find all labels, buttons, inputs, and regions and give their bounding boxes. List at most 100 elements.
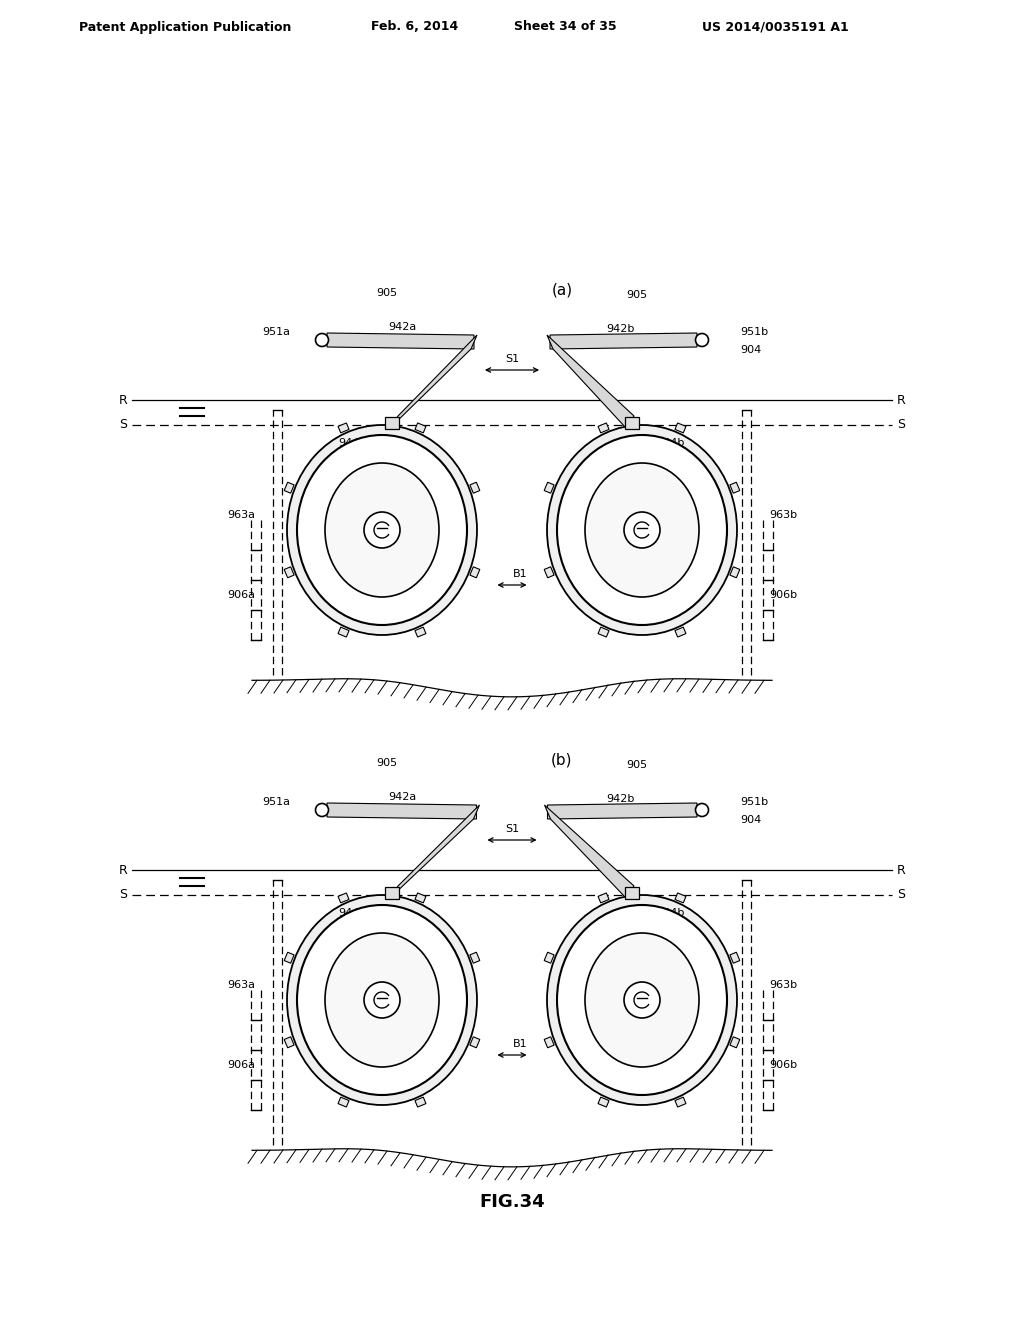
Polygon shape bbox=[550, 333, 697, 348]
Text: 906a: 906a bbox=[227, 590, 255, 601]
Ellipse shape bbox=[585, 463, 699, 597]
Text: 951b: 951b bbox=[740, 327, 768, 337]
Text: S1: S1 bbox=[505, 354, 519, 364]
Polygon shape bbox=[390, 805, 479, 898]
Circle shape bbox=[364, 982, 400, 1018]
Text: 905: 905 bbox=[377, 288, 397, 298]
Polygon shape bbox=[547, 335, 634, 428]
Ellipse shape bbox=[585, 933, 699, 1067]
Text: 906b: 906b bbox=[769, 1060, 797, 1071]
Polygon shape bbox=[675, 892, 686, 903]
Polygon shape bbox=[285, 482, 294, 494]
Polygon shape bbox=[415, 422, 426, 433]
Text: Patent Application Publication: Patent Application Publication bbox=[79, 21, 291, 33]
Polygon shape bbox=[548, 803, 697, 818]
Text: R: R bbox=[897, 393, 906, 407]
Polygon shape bbox=[338, 892, 349, 903]
Text: 905: 905 bbox=[627, 290, 647, 300]
Polygon shape bbox=[338, 1097, 349, 1107]
Text: B1: B1 bbox=[513, 1039, 527, 1049]
Polygon shape bbox=[470, 1036, 480, 1048]
Polygon shape bbox=[730, 482, 739, 494]
Polygon shape bbox=[327, 333, 474, 348]
Text: S1: S1 bbox=[505, 824, 519, 834]
Text: FIG.34: FIG.34 bbox=[479, 1193, 545, 1210]
Text: S: S bbox=[897, 418, 905, 432]
Ellipse shape bbox=[547, 895, 737, 1105]
Text: 944b: 944b bbox=[655, 438, 684, 447]
Text: 942b: 942b bbox=[606, 323, 634, 334]
Circle shape bbox=[315, 334, 329, 346]
Polygon shape bbox=[327, 803, 476, 818]
Polygon shape bbox=[675, 1097, 686, 1107]
Circle shape bbox=[624, 982, 660, 1018]
Text: US 2014/0035191 A1: US 2014/0035191 A1 bbox=[701, 21, 848, 33]
Text: 942a: 942a bbox=[388, 322, 416, 333]
Text: 963a: 963a bbox=[227, 510, 255, 520]
Text: 944b: 944b bbox=[655, 908, 684, 917]
Ellipse shape bbox=[297, 906, 467, 1096]
Text: 963b: 963b bbox=[769, 510, 797, 520]
Polygon shape bbox=[470, 952, 480, 964]
Ellipse shape bbox=[557, 906, 727, 1096]
Polygon shape bbox=[338, 627, 349, 638]
Text: 951a: 951a bbox=[262, 797, 290, 807]
Circle shape bbox=[695, 334, 709, 346]
Text: 906b: 906b bbox=[769, 590, 797, 601]
Ellipse shape bbox=[287, 425, 477, 635]
Polygon shape bbox=[730, 566, 739, 578]
Polygon shape bbox=[598, 1097, 609, 1107]
Text: 942a: 942a bbox=[388, 792, 416, 803]
Circle shape bbox=[624, 512, 660, 548]
Text: 905: 905 bbox=[627, 760, 647, 770]
Text: R: R bbox=[118, 863, 127, 876]
Text: 904: 904 bbox=[740, 345, 761, 355]
Polygon shape bbox=[598, 422, 609, 433]
Text: 905: 905 bbox=[377, 758, 397, 768]
Text: S: S bbox=[897, 888, 905, 902]
Polygon shape bbox=[415, 892, 426, 903]
Polygon shape bbox=[285, 566, 294, 578]
Polygon shape bbox=[544, 482, 554, 494]
Polygon shape bbox=[598, 892, 609, 903]
Text: Sheet 34 of 35: Sheet 34 of 35 bbox=[514, 21, 616, 33]
Text: (a): (a) bbox=[552, 282, 572, 297]
Text: 951b: 951b bbox=[740, 797, 768, 807]
Ellipse shape bbox=[557, 436, 727, 624]
Text: 963a: 963a bbox=[227, 979, 255, 990]
Polygon shape bbox=[470, 482, 480, 494]
Text: B1: B1 bbox=[513, 569, 527, 579]
Polygon shape bbox=[730, 952, 739, 964]
Polygon shape bbox=[415, 1097, 426, 1107]
Polygon shape bbox=[285, 952, 294, 964]
Text: 942b: 942b bbox=[606, 795, 634, 804]
Text: 944a: 944a bbox=[338, 908, 367, 917]
Ellipse shape bbox=[297, 436, 467, 624]
Polygon shape bbox=[390, 335, 477, 428]
Text: 944a: 944a bbox=[338, 438, 367, 447]
Text: 906a: 906a bbox=[227, 1060, 255, 1071]
Text: R: R bbox=[897, 863, 906, 876]
Ellipse shape bbox=[547, 425, 737, 635]
Polygon shape bbox=[544, 1036, 554, 1048]
Polygon shape bbox=[285, 1036, 294, 1048]
Polygon shape bbox=[338, 422, 349, 433]
Polygon shape bbox=[598, 627, 609, 638]
Polygon shape bbox=[675, 422, 686, 433]
Circle shape bbox=[364, 512, 400, 548]
Polygon shape bbox=[415, 627, 426, 638]
Text: S: S bbox=[119, 418, 127, 432]
Text: (b): (b) bbox=[551, 752, 572, 767]
Bar bbox=[625, 417, 639, 429]
Bar bbox=[385, 887, 399, 899]
Ellipse shape bbox=[287, 895, 477, 1105]
Polygon shape bbox=[544, 952, 554, 964]
Text: S: S bbox=[119, 888, 127, 902]
Text: R: R bbox=[118, 393, 127, 407]
Polygon shape bbox=[470, 566, 480, 578]
Polygon shape bbox=[730, 1036, 739, 1048]
Bar bbox=[385, 417, 399, 429]
Text: 963b: 963b bbox=[769, 979, 797, 990]
Ellipse shape bbox=[325, 933, 439, 1067]
Polygon shape bbox=[675, 627, 686, 638]
